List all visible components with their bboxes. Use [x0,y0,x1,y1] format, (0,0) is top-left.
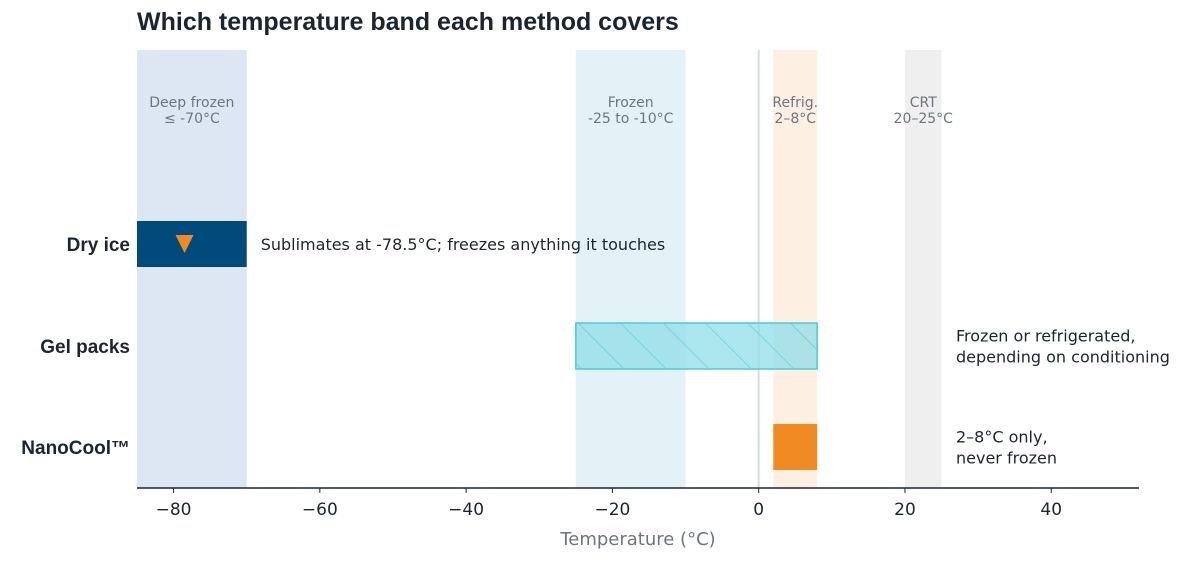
band-3 [904,50,942,488]
band-range-0: ≤ -70°C [164,111,220,127]
x-axis-title: Temperature (°C) [559,529,715,550]
band-range-3: 20–25°C [894,111,954,127]
x-tick-label-3: −20 [594,500,630,520]
band-1 [575,50,686,488]
band-range-1: -25 to -10°C [588,111,674,127]
band-0 [137,50,247,488]
band-label-1: Frozen [608,95,654,111]
labels-layer: Dry ice Sublimates at -78.5°C; freezes an… [21,235,1170,468]
band-label-2: Refrig. [772,95,818,111]
bands-layer: Deep frozen≤ -70°C Frozen-25 to -10°C Refr… [137,50,953,488]
band-range-2: 2–8°C [774,111,816,127]
annotation-1-1: depending on conditioning [956,348,1170,367]
x-axis: −80 −60 −40 −20 0 20 40 Temperature (°C) [137,487,1139,550]
chart-title: Which temperature band each method cover… [137,8,679,36]
band-label-0: Deep frozen [149,95,234,111]
annotation-2-0: 2–8°C only, [956,428,1048,447]
x-tick-label-2: −40 [448,500,484,520]
x-tick-label-4: 0 [753,500,764,520]
x-tick-label-6: 40 [1040,500,1062,520]
x-tick-label-5: 20 [894,500,916,520]
annotation-2-1: never frozen [956,449,1057,468]
x-tick-label-0: −80 [156,500,192,520]
annotation-0-0: Sublimates at -78.5°C; freezes anything … [261,235,665,254]
marker-0 [175,235,194,253]
x-tick-label-1: −60 [302,500,338,520]
band-2 [773,50,818,488]
category-label-0: Dry ice [67,235,130,256]
category-label-2: NanoCool™ [21,438,130,459]
annotation-1-0: Frozen or refrigerated, [956,327,1135,346]
bar-hatch-1 [575,323,818,369]
bar-0 [137,221,247,267]
category-label-1: Gel packs [40,337,130,358]
bars-layer [137,221,818,470]
bar-2 [773,424,818,470]
band-label-3: CRT [910,95,937,111]
